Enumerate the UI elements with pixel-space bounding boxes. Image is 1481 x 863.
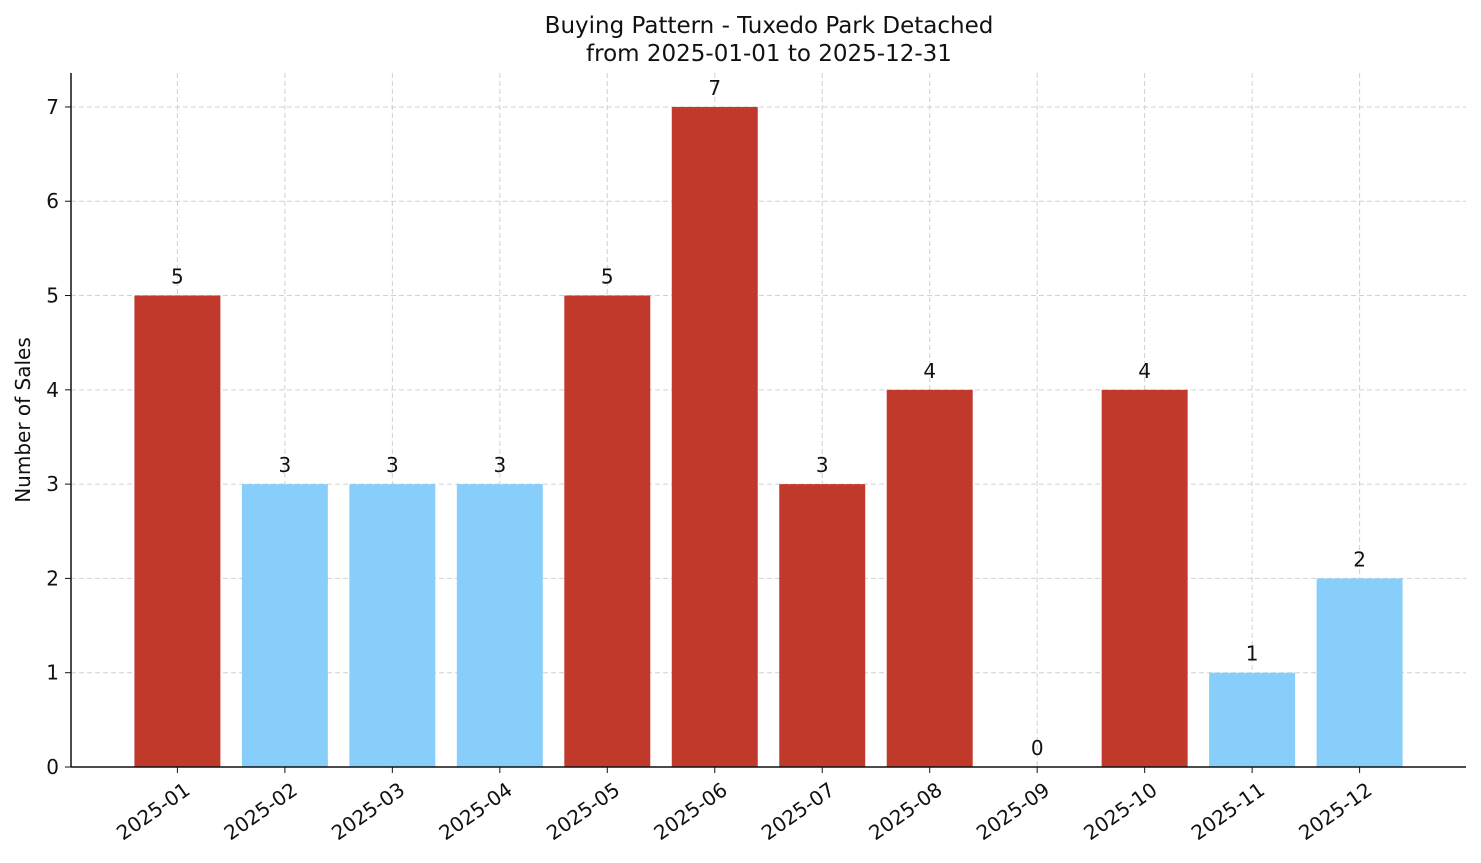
x-tick-label: 2025-12: [1294, 777, 1376, 845]
bar: [1316, 578, 1403, 767]
bar: [564, 295, 651, 767]
x-tick-label: 2025-02: [220, 777, 302, 845]
x-tick-label: 2025-11: [1187, 777, 1269, 845]
bar: [1101, 389, 1188, 767]
y-axis-label: Number of Sales: [11, 337, 35, 503]
value-label: 4: [923, 359, 936, 383]
x-tick-label: 2025-01: [112, 777, 194, 845]
value-label: 3: [816, 453, 829, 477]
y-tick-label: 0: [46, 755, 59, 779]
bar: [134, 295, 221, 767]
x-tick-label: 2025-09: [972, 777, 1054, 845]
y-tick-label: 2: [46, 566, 59, 590]
bar: [1209, 672, 1296, 767]
y-tick-label: 5: [46, 284, 59, 308]
value-label: 1: [1246, 642, 1259, 666]
bar: [241, 484, 328, 767]
x-tick-label: 2025-06: [649, 777, 731, 845]
value-label: 2: [1353, 547, 1366, 571]
value-label: 5: [601, 265, 614, 289]
value-label: 5: [171, 265, 184, 289]
value-label: 0: [1031, 736, 1044, 760]
value-label: 4: [1138, 359, 1151, 383]
y-tick-label: 7: [46, 95, 59, 119]
x-tick-label: 2025-08: [864, 777, 946, 845]
x-tick-label: 2025-03: [327, 777, 409, 845]
chart-subtitle: from 2025-01-01 to 2025-12-31: [586, 41, 952, 67]
x-tick-label: 2025-04: [434, 777, 516, 845]
x-tick-label: 2025-05: [542, 777, 624, 845]
bar: [779, 484, 866, 767]
y-tick-label: 6: [46, 189, 59, 213]
bar: [349, 484, 436, 767]
value-label: 3: [493, 453, 506, 477]
y-tick-label: 3: [46, 472, 59, 496]
x-tick-label: 2025-10: [1079, 777, 1161, 845]
value-label: 3: [279, 453, 292, 477]
y-tick-label: 1: [46, 661, 59, 685]
y-tick-label: 4: [46, 378, 59, 402]
value-label: 3: [386, 453, 399, 477]
x-tick-label: 2025-07: [757, 777, 839, 845]
bar: [671, 106, 758, 767]
bar: [886, 389, 973, 767]
bar: [456, 484, 543, 767]
value-label: 7: [708, 76, 721, 100]
chart-title: Buying Pattern - Tuxedo Park Detached: [545, 13, 994, 39]
